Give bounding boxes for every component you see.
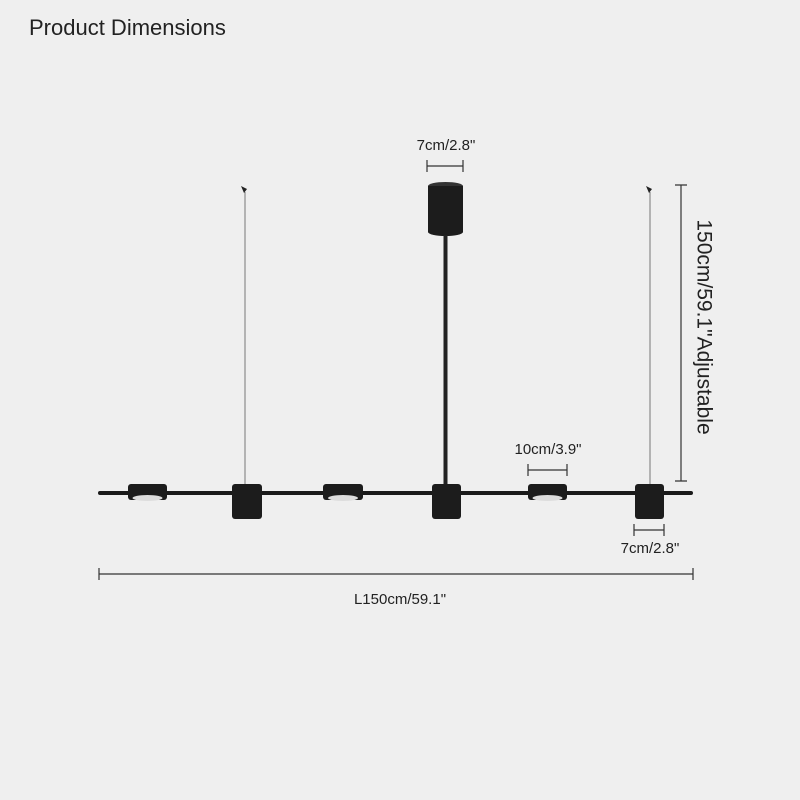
page-title: Product Dimensions <box>29 15 226 40</box>
cylinder-width-label: 7cm/2.8" <box>621 540 680 557</box>
dimension-lines <box>98 160 694 580</box>
drop-height-label: 150cm/59.1"Adjustable <box>692 219 715 434</box>
shade-width-label: 10cm/3.9" <box>514 441 581 458</box>
length-label: L150cm/59.1" <box>354 591 446 608</box>
canopy-width-label: 7cm/2.8" <box>417 137 476 154</box>
lamp <box>98 182 693 519</box>
